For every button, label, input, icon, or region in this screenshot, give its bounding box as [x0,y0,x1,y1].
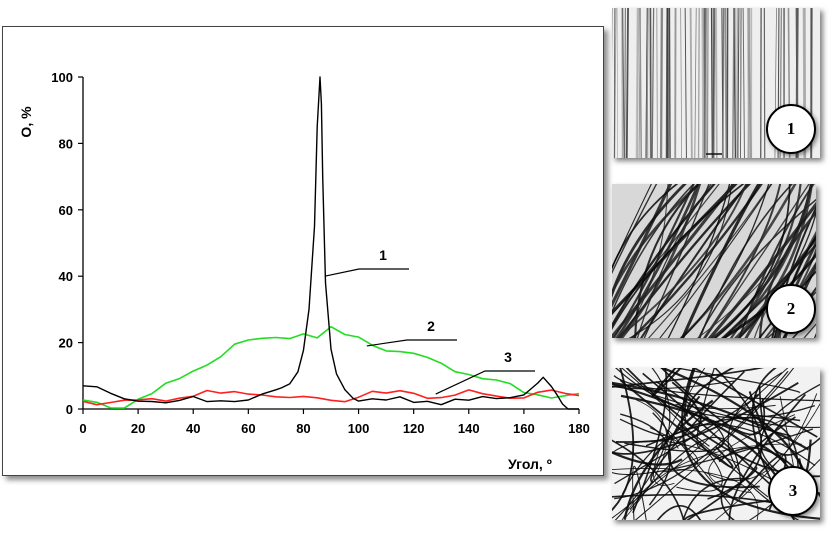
annotation-label-2: 2 [427,318,435,334]
series-line-3 [82,389,580,406]
orientation-chart: 0 20 40 60 80 100 0 20 40 60 80 100 120 140 160 180 O, %… [18,70,590,472]
series-line-1 [82,76,579,410]
annotation-leader-2 [366,339,457,347]
annotation-label-3: 3 [504,349,512,365]
y-tick-label: 60 [59,203,73,218]
y-tick-label: 0 [66,402,73,417]
y-tick-label: 100 [51,70,73,85]
fiber-image-panel-1: 1 [612,8,820,158]
fiber-image-panel-3: 3 [612,368,820,520]
x-tick-label: 20 [131,421,145,436]
annotation-label-1: 1 [379,247,387,263]
aligned-fibers-image [612,8,820,158]
x-tick-label: 80 [296,421,310,436]
fiber-image-panel-2: 2 [612,184,816,338]
x-tick-label: 0 [79,421,86,436]
y-tick-label: 20 [59,336,73,351]
x-axis-title: Угол, º [508,456,552,472]
chart-frame: 0 20 40 60 80 100 0 20 40 60 80 100 120 140 160 180 O, %… [2,26,604,476]
panel-label-badge: 3 [768,466,818,516]
x-tick-label: 160 [513,421,535,436]
x-tick-label: 100 [348,421,370,436]
x-tick-label: 140 [458,421,480,436]
y-tick-label: 80 [59,136,73,151]
series-line-2 [82,325,580,409]
x-tick-label: 180 [568,421,590,436]
x-tick-label: 120 [403,421,425,436]
panel-label-badge: 1 [766,104,816,154]
x-tick-label: 60 [241,421,255,436]
panel-label-badge: 2 [766,284,816,334]
y-tick-label: 40 [59,269,73,284]
partially-oriented-fibers-image [612,184,816,338]
y-axis-title: O, % [18,106,34,138]
annotation-leader-1 [324,268,409,277]
x-tick-label: 40 [186,421,200,436]
annotation-leader-3 [435,370,535,395]
